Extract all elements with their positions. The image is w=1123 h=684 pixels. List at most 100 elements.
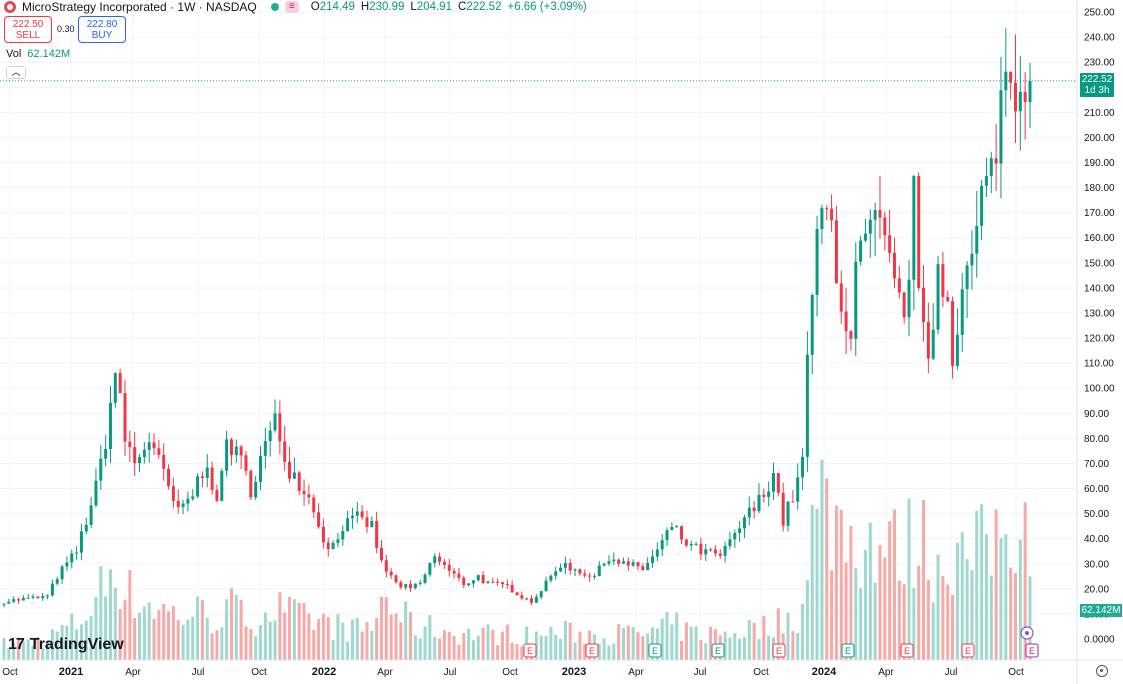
candle-body — [147, 442, 151, 450]
candle-body — [588, 575, 592, 577]
time-axis-label: Oct — [251, 667, 267, 678]
earnings-marker[interactable]: E — [585, 643, 599, 658]
volume-bar — [341, 622, 345, 660]
candle-body — [317, 512, 321, 527]
candle-body — [138, 457, 142, 464]
volume-bar — [767, 635, 771, 660]
candle-body — [496, 581, 500, 583]
candle-body — [428, 563, 432, 575]
volume-bar — [892, 509, 896, 660]
candle-body — [326, 542, 330, 550]
earnings-marker[interactable]: E — [961, 643, 975, 658]
volume-bar — [496, 645, 500, 660]
price-tick-label: 60.00 — [1084, 484, 1109, 495]
chart-grid — [0, 0, 1077, 660]
volume-bar — [423, 626, 427, 660]
volume-bar — [1028, 576, 1032, 660]
candle-body — [239, 446, 243, 456]
candle-body — [844, 311, 848, 332]
candle-body — [350, 515, 354, 519]
time-axis-label: Jul — [444, 667, 457, 678]
volume-bar — [181, 624, 185, 660]
volume-bar — [12, 642, 16, 660]
volume-bar — [597, 643, 601, 660]
volume-bar — [752, 622, 756, 660]
volume-bar — [355, 617, 359, 660]
volume-bar — [563, 620, 567, 660]
candle-body — [205, 467, 209, 479]
candle-body — [200, 476, 204, 479]
candle-body — [641, 566, 645, 571]
candle-body — [815, 229, 819, 295]
price-tick-label: 140.00 — [1084, 283, 1115, 294]
volume-bar — [684, 622, 688, 660]
candle-body — [694, 543, 698, 545]
symbol-title[interactable]: MicroStrategy Incorporated · 1W · NASDAQ — [22, 0, 257, 14]
volume-axis-label: 62.142M — [1080, 604, 1122, 617]
earnings-marker[interactable]: E — [648, 643, 662, 658]
volume-bar — [776, 608, 780, 660]
market-status-icon[interactable] — [270, 3, 279, 11]
volume-bar — [520, 646, 524, 660]
candle-body — [26, 597, 30, 599]
volume-bar — [631, 626, 635, 660]
tradingview-logo[interactable]: 17 TradingView — [8, 636, 124, 654]
earnings-marker-box — [711, 643, 725, 658]
price-axis[interactable]: 250.00240.00230.00220.00210.00200.00190.… — [1076, 0, 1115, 684]
settings-gear-icon[interactable] — [1096, 665, 1108, 677]
earnings-marker[interactable]: E — [711, 643, 725, 658]
volume-legend-label: Vol — [6, 48, 22, 60]
volume-bar — [723, 631, 727, 660]
price-tick-label: 50.00 — [1084, 509, 1109, 520]
sell-label: SELL — [15, 30, 41, 41]
volume-bar — [854, 568, 858, 660]
volume-bar — [254, 636, 258, 660]
candle-body — [728, 539, 732, 546]
candle-body — [863, 233, 867, 241]
candle-body — [907, 279, 911, 318]
candle-body — [355, 511, 359, 516]
time-axis[interactable]: Oct 2021 Apr Jul Oct 2022 Apr Jul Oct 2023 Apr Jul O… — [0, 659, 1123, 678]
sell-button[interactable]: 222.50 SELL — [4, 16, 52, 43]
volume-bar — [897, 580, 901, 660]
volume-bar — [84, 620, 88, 660]
volume-bar — [699, 640, 703, 660]
volume-bar — [946, 584, 950, 660]
earnings-marker[interactable]: E — [900, 643, 914, 658]
earnings-marker[interactable]: E — [523, 643, 537, 658]
buy-button[interactable]: 222.80 BUY — [78, 16, 126, 43]
volume-legend[interactable]: Vol 62.142M — [6, 48, 70, 60]
volume-bar — [510, 642, 514, 660]
earnings-marker-box — [900, 643, 914, 658]
upcoming-event-icon[interactable] — [1020, 626, 1034, 640]
candle-body — [481, 575, 485, 584]
volume-bar — [375, 617, 379, 660]
candle-body — [573, 569, 577, 571]
earnings-marker[interactable]: E — [1025, 643, 1039, 658]
price-tick-label: 70.00 — [1084, 459, 1109, 470]
candle-body — [912, 176, 916, 280]
candle-body — [1018, 91, 1022, 112]
flag-menu-icon[interactable]: ≡ — [284, 1, 299, 13]
earnings-marker[interactable]: E — [841, 643, 855, 658]
candle-body — [878, 210, 882, 218]
candle-body — [854, 261, 858, 339]
candle-body — [142, 449, 146, 458]
candle-body — [951, 301, 955, 366]
volume-bar — [1013, 573, 1017, 660]
candle-body — [418, 582, 422, 584]
candle-body — [631, 562, 635, 566]
candle-body — [801, 456, 805, 478]
candle-body — [84, 524, 88, 532]
collapse-legend-button[interactable]: ︿ — [6, 66, 26, 79]
candle-body — [742, 517, 746, 529]
earnings-marker-label: E — [589, 646, 595, 656]
time-axis-label: Jul — [694, 667, 707, 678]
candle-body — [302, 490, 306, 495]
earnings-marker[interactable]: E — [772, 643, 786, 658]
candle-body — [196, 476, 200, 497]
volume-bar — [888, 521, 892, 660]
candle-body — [559, 567, 563, 572]
